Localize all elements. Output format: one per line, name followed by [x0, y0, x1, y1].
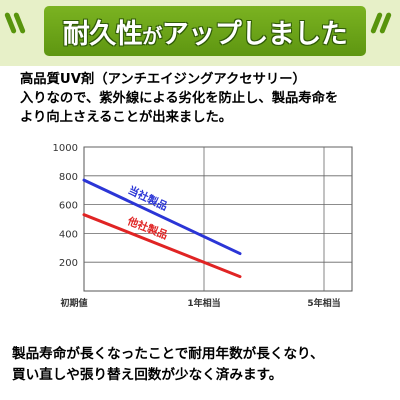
title-ga: が: [142, 23, 162, 48]
intro-line-3: より向上さえることが出来ました。: [20, 110, 233, 125]
intro-line-1: 高品質UV剤（アンチエイジングアクセサリー）: [20, 72, 306, 87]
intro-line-2: 入りなので、紫外線による劣化を防止し、製品寿命を: [20, 91, 339, 106]
title-banner: 耐久性がアップしました: [44, 6, 366, 56]
header-banner-area: 耐久性がアップしました: [0, 0, 400, 66]
footer-text: 製品寿命が長くなったことで耐用年数が長くなり、 買い直しや張り替え回数が少なく済…: [12, 344, 392, 386]
title-main: 耐久性: [62, 18, 143, 50]
durability-chart: 1000 800 600 400 200 初期値 1年相当 5年相当 当社製品 他社製品: [42, 140, 362, 325]
series-line-1: [82, 213, 242, 279]
x-tick-label-1: 1年相当: [187, 297, 220, 309]
decor-slash-left: [4, 10, 26, 54]
x-tick-label-2: 5年相当: [307, 297, 340, 309]
y-tick-label-400: 400: [59, 229, 78, 240]
x-tick-label-0: 初期値: [60, 297, 87, 309]
title-rest: アップしました: [161, 18, 348, 50]
y-tick-label-800: 800: [59, 172, 78, 183]
intro-text: 高品質UV剤（アンチエイジングアクセサリー） 入りなので、紫外線による劣化を防止…: [20, 70, 392, 127]
footer-line-2: 買い直しや張り替え回数が少なく済みます。: [12, 367, 283, 383]
y-tick-label-1000: 1000: [53, 143, 78, 154]
footer-line-1: 製品寿命が長くなったことで耐用年数が長くなり、: [12, 346, 324, 362]
y-tick-label-200: 200: [59, 258, 78, 269]
page-title: 耐久性がアップしました: [63, 12, 348, 51]
y-tick-label-600: 600: [59, 201, 78, 212]
decor-slash-right: [370, 10, 392, 54]
series-line-0: [82, 178, 242, 256]
